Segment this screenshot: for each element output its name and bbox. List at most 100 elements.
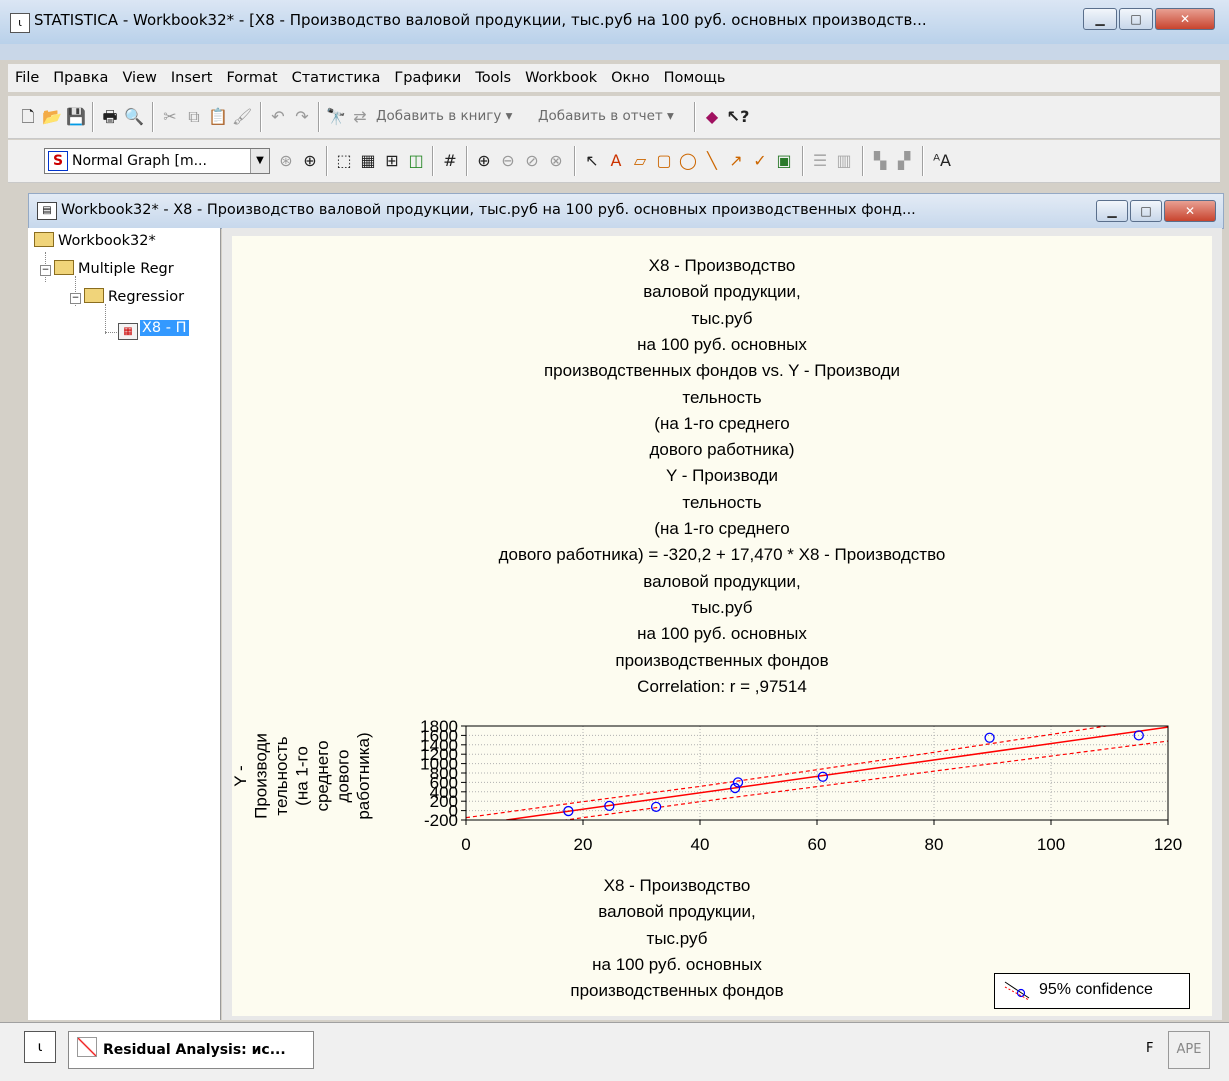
collapse-icon[interactable]: − [70, 293, 81, 304]
book-icon[interactable]: ◆ [705, 107, 719, 126]
workbook-icon[interactable]: ▤ [37, 202, 57, 220]
x-tick-label: 0 [461, 835, 470, 854]
zoom-out-icon[interactable]: ⊖ [501, 151, 515, 170]
graph-canvas[interactable]: X8 - Производство валовой продукции, тыс.р… [232, 236, 1212, 1016]
print-preview-icon[interactable]: 🔍 [124, 107, 144, 126]
graph-options-icon[interactable]: ▦ [360, 151, 376, 170]
maximize-button[interactable]: □ [1119, 8, 1153, 30]
add-to-report-button[interactable]: Добавить в отчет ▾ [538, 108, 674, 124]
zoom-reset-icon[interactable]: ⊘ [525, 151, 539, 170]
draw-rounded-icon[interactable]: ▢ [656, 151, 672, 170]
app-minimized-icon[interactable]: ⍳ [24, 1031, 56, 1063]
menu-file[interactable]: File [15, 70, 40, 86]
tree-item-label: Multiple Regr [78, 261, 174, 277]
menu-workbook[interactable]: Workbook [525, 70, 598, 86]
menu-edit[interactable]: Правка [53, 70, 109, 86]
graph-type-select[interactable]: S Normal Graph [m... ▼ [44, 148, 270, 174]
new-file-icon[interactable]: 🗋 [21, 107, 35, 126]
cut-icon[interactable]: ✂ [163, 107, 177, 126]
chart-title-line: тельность [682, 492, 762, 512]
zoom-cancel-icon[interactable]: ⊗ [549, 151, 563, 170]
paste-icon[interactable]: 📋 [208, 107, 228, 126]
window-title: STATISTICA - Workbook32* - [X8 - Произво… [34, 11, 927, 29]
tree-item-multiple-regression[interactable]: − Multiple Regr [40, 260, 174, 277]
draw-arrow-icon[interactable]: ↗ [729, 151, 743, 170]
y-tick-label: 1400 [420, 736, 458, 755]
graph-layout-icon[interactable]: ⊞ [385, 151, 399, 170]
tree-item-regression[interactable]: − Regressior [70, 288, 184, 305]
zoom-in-icon[interactable]: ⊕ [477, 151, 491, 170]
draw-polyline-icon[interactable]: ✓ [753, 151, 767, 170]
brush-icon[interactable]: ⊛ [279, 151, 293, 170]
menu-help[interactable]: Помощь [663, 70, 726, 86]
y-tick-label: 1600 [420, 726, 458, 745]
app-icon[interactable]: ⍳ [10, 13, 30, 33]
caps-status: APE [1168, 1031, 1210, 1069]
tree-item-graph[interactable]: ▦ X8 - П [118, 320, 189, 340]
send-back-icon[interactable]: ▞ [897, 151, 911, 170]
menu-statistics[interactable]: Статистика [291, 70, 381, 86]
collapse-icon[interactable]: − [40, 265, 51, 276]
workbook-minimize-button[interactable]: ▁ [1096, 200, 1128, 222]
chart-title-line: валовой продукции, [643, 571, 801, 591]
line-style-icon[interactable]: ☰ [812, 151, 828, 170]
menu-graphs[interactable]: Графики [394, 70, 462, 86]
chart-title-line: дового работника) = -320,2 + 17,470 * X8… [498, 545, 946, 565]
find-icon[interactable]: 🔭 [326, 107, 346, 126]
draw-ellipse-icon[interactable]: ◯ [679, 151, 697, 170]
close-button[interactable]: ✕ [1155, 8, 1215, 30]
font-size-icon[interactable]: ᴬA [933, 151, 951, 170]
menu-tools[interactable]: Tools [475, 70, 512, 86]
format-painter-icon[interactable]: 🖌 [232, 107, 253, 126]
zoom-graph-icon[interactable]: ⊕ [303, 151, 317, 170]
workbook-titlebar: ▤ Workbook32* - X8 - Производство валово… [28, 193, 1224, 229]
legend-label: 95% confidence [1039, 981, 1153, 998]
graph-data-icon[interactable]: ◫ [408, 151, 424, 170]
menu-format[interactable]: Format [226, 70, 278, 86]
draw-rect-icon[interactable]: ▱ [633, 151, 647, 170]
chevron-down-icon[interactable]: ▼ [250, 149, 269, 173]
tree-root[interactable]: Workbook32* [34, 232, 156, 249]
embed-object-icon[interactable]: ▣ [776, 151, 792, 170]
graph-window-icon [77, 1037, 97, 1057]
menu-window[interactable]: Окно [611, 70, 650, 86]
undo-icon[interactable]: ↶ [271, 107, 285, 126]
status-indicator-f: F [1146, 1041, 1154, 1056]
workbook-maximize-button[interactable]: □ [1130, 200, 1162, 222]
chart-title-line: производственных фондов [615, 650, 829, 670]
x-tick-label: 60 [808, 835, 827, 854]
workbook-close-button[interactable]: ✕ [1164, 200, 1216, 222]
draw-line-icon[interactable]: ╲ [707, 151, 717, 170]
window-frame [0, 44, 1229, 60]
redo-icon[interactable]: ↷ [295, 107, 309, 126]
copy-icon[interactable]: ⧉ [188, 107, 200, 126]
bring-front-icon[interactable]: ▚ [873, 151, 887, 170]
workbook-tree: Workbook32* − Multiple Regr − Regressior ▦… [28, 228, 221, 1020]
print-icon[interactable]: 🖶 [102, 107, 118, 126]
residual-analysis-taskbar-button[interactable]: Residual Analysis: ис... [68, 1031, 314, 1069]
menu-insert[interactable]: Insert [170, 70, 213, 86]
context-help-icon[interactable]: ↖? [726, 107, 750, 126]
add-to-workbook-button[interactable]: Добавить в книгу ▾ [376, 108, 513, 124]
graph-toolbar: S Normal Graph [m... ▼ ⊛ ⊕ ⬚ ▦ ⊞ ◫ # ⊕ ⊖ … [8, 140, 1220, 183]
folder-icon [34, 232, 54, 247]
menu-view[interactable]: View [122, 70, 157, 86]
workbook-title: Workbook32* - X8 - Производство валовой … [61, 202, 916, 218]
legend-symbol-icon [1004, 981, 1030, 1001]
y-axis-label-line: Производи [252, 733, 271, 819]
save-icon[interactable]: 💾 [66, 107, 86, 126]
data-point [817, 771, 828, 782]
confidence-upper-line [466, 726, 1111, 819]
pointer-icon[interactable]: ↖ [585, 151, 599, 170]
select-graph-icon[interactable]: ⬚ [336, 151, 352, 170]
minimize-button[interactable]: ▁ [1083, 8, 1117, 30]
replace-icon[interactable]: ⇄ [353, 107, 367, 126]
fill-pattern-icon[interactable]: ▥ [836, 151, 852, 170]
open-folder-icon[interactable]: 📂 [42, 107, 62, 126]
chart-title-line: на 100 руб. основных [637, 624, 807, 644]
graph-type-value: Normal Graph [m... [72, 153, 207, 169]
text-tool-icon[interactable]: A [610, 151, 622, 170]
grid-icon[interactable]: # [443, 151, 457, 170]
x-tick-label: 40 [691, 835, 710, 854]
